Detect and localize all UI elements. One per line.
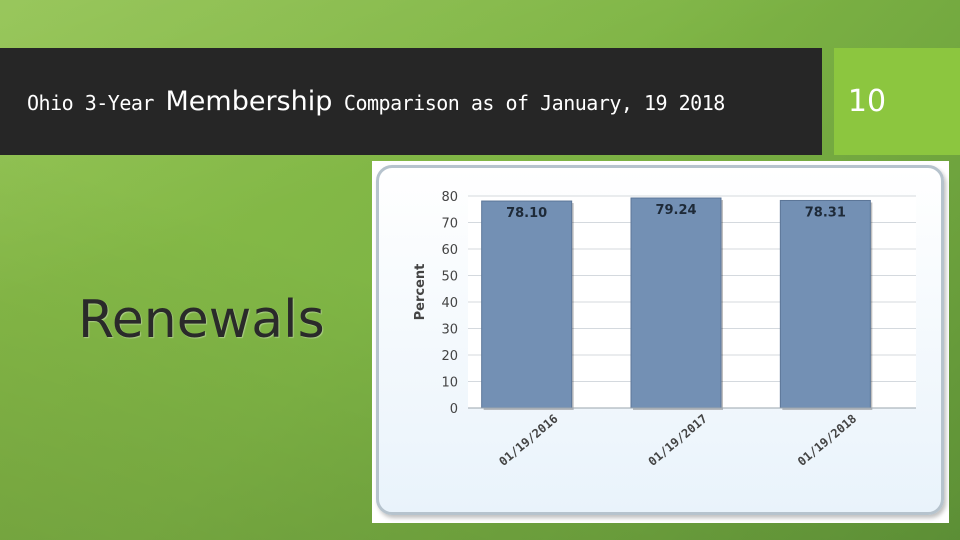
x-tick-label: 01/19/2018: [795, 412, 859, 469]
slide-title-part2: Membership: [165, 86, 333, 117]
x-tick-label: 01/19/2016: [496, 412, 560, 469]
title-bar: Ohio 3-Year Membership Comparison as of …: [0, 48, 822, 155]
bar-value-label: 79.24: [655, 203, 696, 218]
y-tick-label: 60: [441, 243, 458, 258]
y-tick-label: 30: [441, 323, 458, 338]
y-axis-label: Percent: [413, 264, 428, 321]
bar: [481, 200, 573, 409]
y-tick-label: 80: [441, 190, 458, 205]
bar: [779, 199, 871, 409]
slide-subtitle: Renewals: [78, 290, 325, 350]
slide-title: Ohio 3-Year Membership Comparison as of …: [27, 86, 725, 117]
y-tick-label: 10: [441, 376, 458, 391]
slide-number: 10: [847, 84, 887, 119]
y-tick-label: 0: [450, 402, 458, 417]
bar-value-label: 78.31: [805, 205, 846, 220]
slide-title-part1: Ohio 3-Year: [27, 91, 166, 115]
chart-panel: 0 10 20 30 40 50 60 70 80 Percent 78.10 01/19/2016 7…: [372, 161, 949, 523]
bar-value-label: 78.10: [506, 206, 547, 221]
slide-title-part3: Comparison as of January, 19 2018: [332, 91, 725, 115]
bar: [630, 197, 722, 409]
y-tick-label: 50: [441, 270, 458, 285]
y-tick-label: 40: [441, 296, 458, 311]
y-tick-label: 20: [441, 349, 458, 364]
y-tick-label: 70: [441, 217, 458, 232]
bar-chart: 0 10 20 30 40 50 60 70 80 Percent 78.10 01/19/2016 7…: [413, 190, 916, 469]
x-tick-label: 01/19/2017: [646, 412, 710, 469]
slide-number-box: 10: [834, 48, 960, 155]
